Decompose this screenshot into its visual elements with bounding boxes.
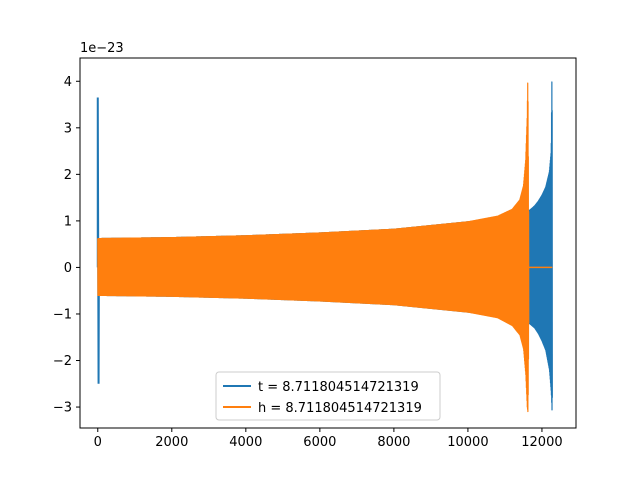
x-tick-label: 2000 [155, 435, 188, 450]
x-axis: 0 2000 4000 6000 8000 10000 12000 [94, 428, 563, 450]
y-tick-label: −1 [53, 307, 72, 322]
legend-label-h: h = 8.711804514721319 [258, 401, 422, 416]
x-tick-label: 6000 [303, 435, 336, 450]
y-axis: −3 −2 −1 0 1 2 3 4 [53, 75, 80, 416]
series-line-1 [97, 82, 530, 413]
axes-frame [79, 57, 577, 429]
x-tick-label: 10000 [447, 435, 488, 450]
x-tick-label: 12000 [521, 435, 562, 450]
x-tick-label: 0 [94, 435, 102, 450]
y-tick-label: 0 [64, 261, 72, 276]
y-tick-label: 2 [64, 168, 72, 183]
x-tick-label: 8000 [377, 435, 410, 450]
legend: t = 8.711804514721319 h = 8.711804514721… [215, 371, 441, 421]
y-tick-label: 4 [64, 75, 72, 90]
y-tick-label: 3 [64, 121, 72, 136]
y-offset-text: 1e−23 [80, 41, 124, 56]
y-tick-label: −2 [53, 354, 72, 369]
legend-box [215, 371, 441, 421]
legend-label-t: t = 8.711804514721319 [258, 380, 419, 395]
y-tick-label: −3 [53, 401, 72, 416]
plot-area [96, 81, 553, 413]
y-tick-label: 1 [64, 214, 72, 229]
x-tick-label: 4000 [229, 435, 262, 450]
